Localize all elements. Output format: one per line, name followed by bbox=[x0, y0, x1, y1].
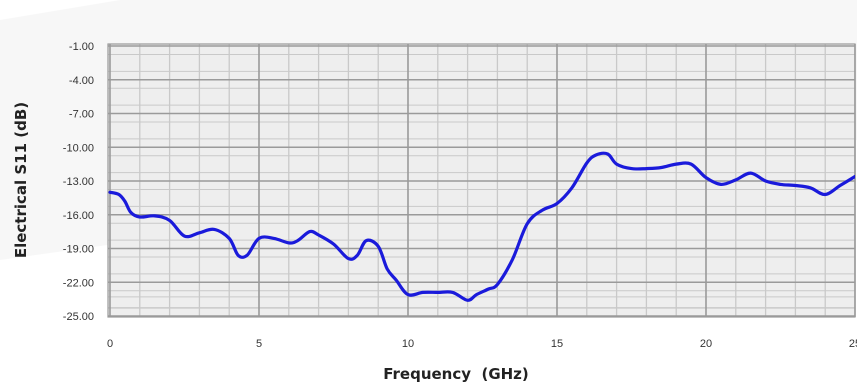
y-tick-label: -25.00 bbox=[63, 311, 94, 323]
y-tick-label: -4.00 bbox=[69, 75, 94, 87]
x-tick-label: 25 bbox=[849, 338, 857, 350]
x-tick-label: 20 bbox=[700, 338, 712, 350]
x-tick-label: 10 bbox=[402, 338, 414, 350]
x-tick-label: 15 bbox=[551, 338, 563, 350]
major-gridlines bbox=[107, 43, 856, 318]
y-tick-label: -13.00 bbox=[63, 176, 94, 188]
y-tick-label: -10.00 bbox=[63, 142, 94, 154]
x-tick-label: 0 bbox=[107, 338, 113, 350]
y-tick-label: -7.00 bbox=[69, 109, 94, 121]
s11-series-line bbox=[108, 151, 855, 302]
x-tick-label: 5 bbox=[256, 338, 262, 350]
x-axis-tick-labels: 0 5 10 15 20 25 bbox=[107, 338, 857, 350]
y-axis-tick-labels: -1.00 -4.00 -7.00 -10.00 -13.00 -16.00 -19.00 -… bbox=[63, 41, 94, 323]
plot-frame bbox=[107, 43, 856, 318]
y-tick-label: -19.00 bbox=[63, 244, 94, 256]
y-tick-label: -16.00 bbox=[63, 210, 94, 222]
y-tick-label: -22.00 bbox=[63, 277, 94, 289]
x-axis-title: Frequency (GHz) bbox=[383, 365, 529, 383]
y-tick-label: -1.00 bbox=[69, 41, 94, 53]
y-axis-title: Electrical S11 (dB) bbox=[12, 102, 30, 258]
